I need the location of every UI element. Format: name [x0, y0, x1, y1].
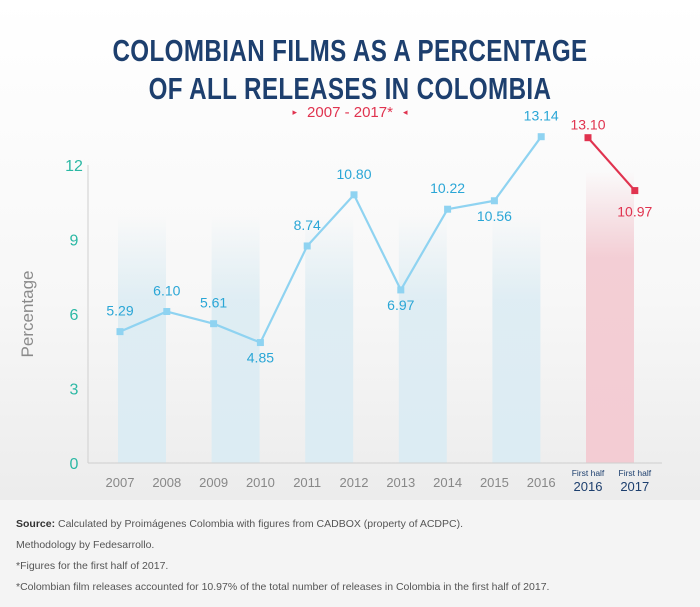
data-label: 6.10: [153, 283, 180, 299]
x-tick-label: 2014: [433, 475, 462, 490]
y-tick-label: 0: [70, 456, 79, 473]
figures-note: *Figures for the first half of 2017.: [16, 560, 169, 572]
data-label: 5.61: [200, 295, 227, 311]
chart-title: COLOMBIAN FILMS AS A PERCENTAGE OF ALL R…: [77, 32, 623, 108]
data-label: 13.14: [524, 108, 559, 124]
x-tick-label-prefix: First half: [572, 468, 605, 478]
chart-title-line1: COLOMBIAN FILMS AS A PERCENTAGE: [112, 33, 588, 68]
x-tick-label: 2013: [386, 475, 415, 490]
data-label: 10.97: [617, 204, 652, 220]
background-column: [492, 215, 541, 463]
highlight-column: [586, 170, 634, 463]
background-column: [305, 215, 354, 463]
x-tick-label-prefix: First half: [619, 468, 652, 478]
methodology-note: Methodology by Fedesarrollo.: [16, 539, 155, 551]
data-label: 10.80: [336, 166, 371, 182]
data-label: 13.10: [570, 117, 605, 133]
y-tick-label: 3: [70, 382, 79, 399]
data-label: 10.56: [477, 208, 512, 224]
y-tick-label: 12: [65, 158, 83, 175]
background-column: [118, 215, 166, 463]
data-label: 8.74: [294, 217, 321, 233]
data-point: [537, 133, 545, 141]
source-text: Calculated by Proimágenes Colombia with …: [55, 518, 463, 530]
series-line-first-half: [587, 136, 636, 192]
x-tick-label: 2008: [152, 475, 181, 490]
data-point: [490, 197, 498, 205]
subtitle-range: 2007 - 2017*: [307, 104, 393, 121]
x-tick-label: 2011: [293, 475, 321, 490]
y-tick-label: 6: [70, 307, 79, 324]
footer-notes: Source: Calculated by Proimágenes Colomb…: [16, 514, 686, 598]
x-tick-label: 2015: [480, 475, 509, 490]
x-tick-label: 2010: [246, 475, 275, 490]
x-tick-label: 2016: [574, 479, 603, 494]
data-point: [350, 191, 358, 199]
data-point: [210, 320, 218, 328]
series-line-annual: [119, 136, 543, 344]
x-tick-label: 2017: [620, 479, 649, 494]
data-point: [256, 339, 264, 347]
chart-title-line2: OF ALL RELEASES IN COLOMBIA: [148, 71, 552, 106]
data-point: [584, 134, 592, 142]
data-point: [116, 328, 124, 336]
subtitle-arrow-right-icon: ◂: [402, 107, 408, 117]
data-label: 10.22: [430, 180, 465, 196]
line-chart: 0 3 6 9 12 Percentage 2007 2008 2009 2010 2011 2012…: [18, 108, 662, 494]
x-tick-label: 2016: [527, 475, 556, 490]
subtitle-arrow-left-icon: ▸: [292, 107, 298, 117]
data-point: [303, 242, 311, 250]
share-note: *Colombian film releases accounted for 1…: [16, 581, 550, 593]
y-tick-label: 9: [70, 233, 79, 250]
data-point: [444, 205, 452, 213]
x-tick-label: 2012: [340, 475, 369, 490]
data-point: [163, 308, 171, 316]
y-axis-label: Percentage: [18, 271, 37, 358]
data-point: [397, 286, 405, 294]
x-tick-label: 2007: [106, 475, 135, 490]
data-label: 6.97: [387, 297, 414, 313]
data-label: 5.29: [106, 303, 133, 319]
x-tick-label: 2009: [199, 475, 228, 490]
data-point: [631, 187, 639, 195]
background-column: [398, 215, 447, 463]
chart-subtitle: ▸ 2007 - 2017* ◂: [0, 104, 700, 121]
data-label: 4.85: [247, 350, 274, 366]
source-note: Source: Calculated by Proimágenes Colomb…: [16, 514, 686, 535]
source-label: Source:: [16, 518, 56, 530]
